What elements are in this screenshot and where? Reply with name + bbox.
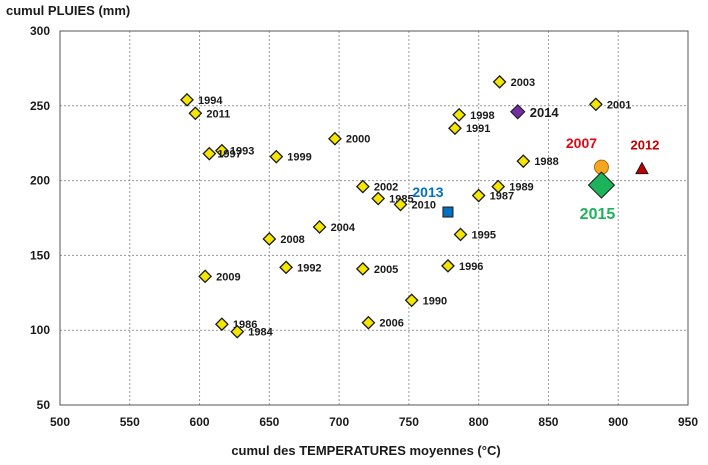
point-label: 2010 <box>412 200 436 212</box>
highlight-label: 2013 <box>412 184 443 200</box>
point-label: 1996 <box>459 261 483 273</box>
point-1999 <box>269 149 284 164</box>
x-tick-label: 700 <box>329 415 349 429</box>
point-1992 <box>279 260 293 275</box>
y-tick-label: 150 <box>30 248 50 262</box>
point-1995 <box>453 227 468 242</box>
point-2000 <box>328 131 342 146</box>
x-tick-label: 500 <box>50 415 70 429</box>
y-tick-label: 250 <box>30 99 50 113</box>
point-2011 <box>188 106 203 121</box>
point-1993 <box>214 143 229 158</box>
point-label: 1994 <box>198 95 223 107</box>
y-tick-label: 100 <box>30 323 50 337</box>
highlight-label: 2007 <box>566 135 597 151</box>
highlight-label: 2012 <box>630 138 659 153</box>
highlight-label: 2015 <box>580 206 616 223</box>
point-label: 2006 <box>379 318 403 330</box>
point-label: 1989 <box>509 182 533 194</box>
y-tick-label: 50 <box>37 398 51 412</box>
plot-frame <box>59 30 689 406</box>
point-label: 1984 <box>248 327 273 339</box>
x-tick-label: 650 <box>259 415 279 429</box>
point-2013 <box>442 206 454 218</box>
y-tick-label: 200 <box>30 174 50 188</box>
point-2009 <box>198 269 213 284</box>
point-label: 2001 <box>607 99 631 111</box>
point-label: 2004 <box>331 222 356 234</box>
x-tick-label: 800 <box>469 415 489 429</box>
point-2004 <box>312 220 327 234</box>
point-label: 2003 <box>511 77 535 89</box>
x-tick-label: 600 <box>190 415 210 429</box>
point-2012 <box>635 161 649 175</box>
point-label: 1999 <box>287 152 311 164</box>
point-1988 <box>516 154 531 169</box>
point-1990 <box>404 293 419 308</box>
point-2008 <box>262 232 277 246</box>
grid-lines <box>59 30 689 406</box>
point-2001 <box>588 97 603 112</box>
point-label: 2009 <box>216 271 240 283</box>
point-2006 <box>361 315 376 330</box>
point-1997 <box>202 146 217 161</box>
point-label: 1993 <box>230 146 254 158</box>
point-1991 <box>448 121 462 136</box>
point-2014 <box>510 104 526 120</box>
point-label: 2002 <box>374 182 398 194</box>
point-1987 <box>471 188 486 203</box>
y-axis-title: cumul PLUIES (mm) <box>6 3 130 18</box>
x-tick-label: 750 <box>399 415 419 429</box>
point-1985 <box>371 191 386 206</box>
point-1986 <box>214 317 229 332</box>
point-label: 1995 <box>472 229 496 241</box>
point-2002 <box>355 179 370 194</box>
tick-labels: 500 550 600 650 700 750 800 850 900 950 50 100 150 20… <box>30 24 698 429</box>
highlight-label: 2014 <box>530 105 560 120</box>
point-label: 2011 <box>206 108 230 120</box>
x-tick-label: 550 <box>120 415 140 429</box>
x-tick-label: 900 <box>608 415 628 429</box>
point-label: 2008 <box>280 234 304 246</box>
point-2003 <box>492 74 507 89</box>
point-1996 <box>441 258 455 273</box>
x-tick-label: 850 <box>538 415 558 429</box>
point-1984 <box>230 324 245 339</box>
point-label: 2000 <box>346 134 370 146</box>
point-label: 2005 <box>374 264 398 276</box>
point-2015 <box>587 171 616 199</box>
point-1994 <box>180 92 194 107</box>
point-label: 1988 <box>534 156 558 168</box>
x-tick-label: 950 <box>678 415 698 429</box>
point-2010 <box>393 197 408 212</box>
point-label: 1997 <box>217 149 241 161</box>
point-label: 1990 <box>423 295 447 307</box>
y-tick-label: 300 <box>30 24 50 38</box>
point-label: 1987 <box>490 191 514 203</box>
point-1998 <box>452 107 467 122</box>
point-2005 <box>355 261 370 276</box>
point-1989 <box>491 179 506 194</box>
x-axis-title: cumul des TEMPERATURES moyennes (°C) <box>231 443 500 458</box>
point-label: 1991 <box>466 123 490 135</box>
point-label: 1992 <box>297 262 321 274</box>
point-label: 1998 <box>470 110 494 122</box>
